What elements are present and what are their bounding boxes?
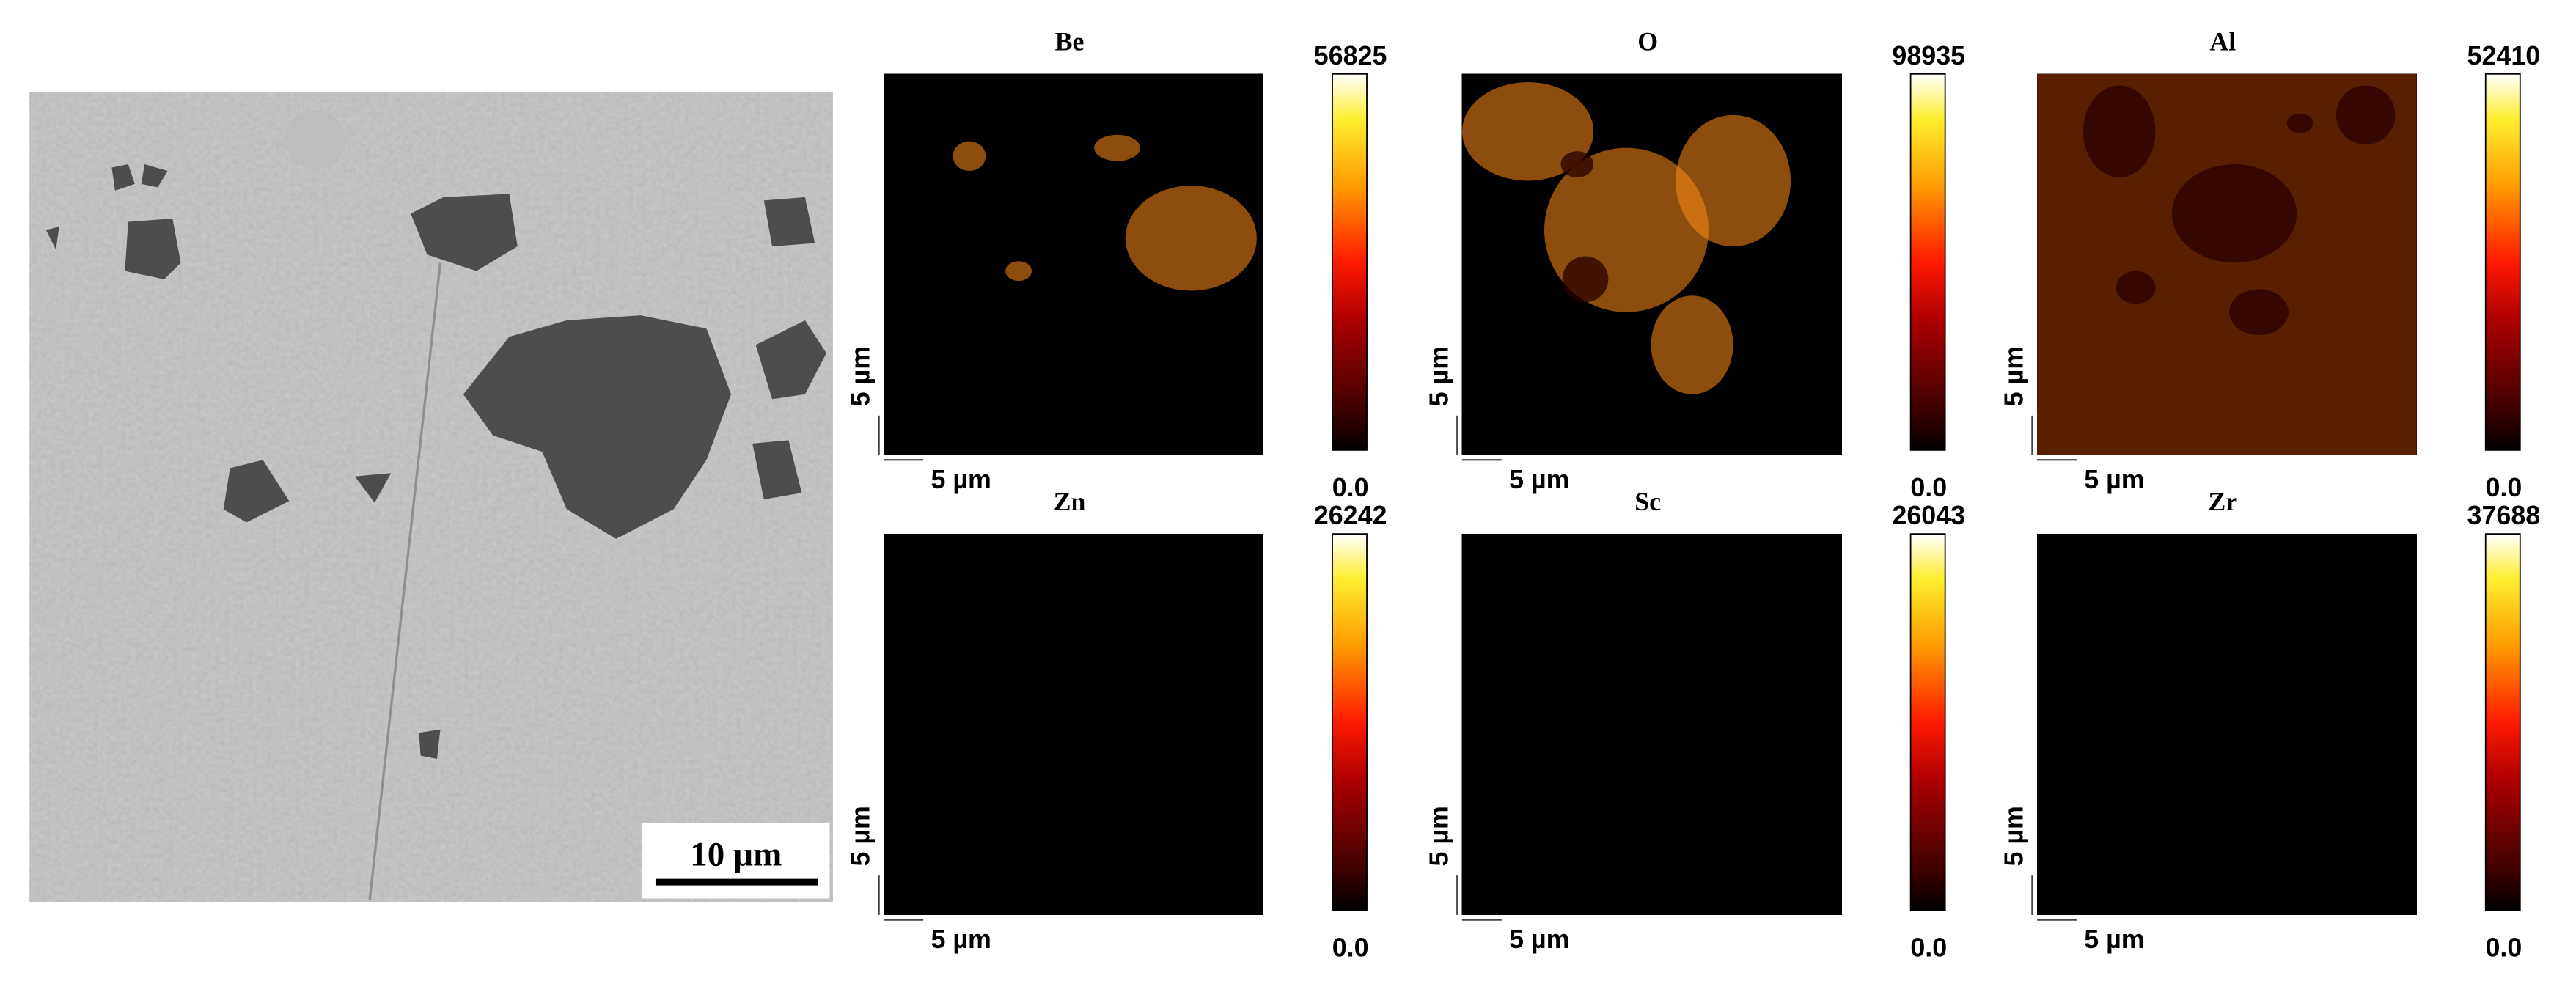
element-title: Al (2209, 27, 2236, 56)
map-hotspot (1676, 114, 1791, 247)
colorbar-min-label: 0.0 (1910, 473, 1947, 502)
map-image (2037, 534, 2417, 915)
colorbar-min-label: 0.0 (1332, 933, 1369, 962)
y-scale-label: 5 µm (1999, 346, 2028, 406)
map-hotspot (1125, 186, 1257, 291)
map-depletion (1562, 256, 1609, 303)
x-scale-label: 5 µm (2084, 465, 2144, 494)
colorbar-min-label: 0.0 (1332, 473, 1369, 502)
colorbar-min-label: 0.0 (2485, 933, 2522, 962)
element-title: Sc (1634, 487, 1661, 516)
colorbar-max-label: 52410 (2467, 41, 2541, 70)
map-hotspot (953, 141, 986, 171)
map-hotspot (1005, 261, 1032, 282)
element-map: Zn 5 µm 5 µm 26242 0.0 (846, 487, 1387, 962)
sem-image: 10 µm (29, 92, 833, 902)
element-title: O (1637, 27, 1658, 56)
map-image (1461, 534, 1842, 915)
colorbar (1909, 533, 1946, 911)
x-scale-label: 5 µm (931, 465, 991, 494)
element-map: Zr 5 µm 5 µm 37688 0.0 (1999, 487, 2540, 962)
sem-particles (45, 164, 826, 760)
map-depletion (2171, 164, 2297, 263)
sem-pit (285, 110, 345, 169)
colorbar-max-label: 26043 (1892, 501, 1965, 530)
map-image (884, 534, 1263, 915)
element-map: Be 5 µm 5 µm 56825 0.0 (846, 27, 1387, 502)
y-scale-label: 5 µm (846, 806, 876, 866)
y-scale-label: 5 µm (1424, 346, 1453, 406)
colorbar-max-label: 37688 (2467, 501, 2541, 530)
element-map: Sc 5 µm 5 µm 26043 0.0 (1424, 487, 1965, 962)
colorbar (1332, 533, 1368, 911)
colorbar-min-label: 0.0 (1910, 933, 1947, 962)
x-scale-label: 5 µm (2084, 925, 2144, 954)
element-map: O 5 µm 5 µm 98935 0.0 (1424, 27, 1965, 502)
colorbar-min-label: 0.0 (2485, 473, 2522, 502)
x-scale-label: 5 µm (1509, 465, 1569, 494)
scale-bar-label: 10 µm (690, 835, 782, 873)
element-map: Al 5 µm 5 µm 52410 0.0 (1999, 27, 2540, 502)
y-scale-label: 5 µm (1424, 806, 1453, 866)
colorbar (2484, 533, 2521, 911)
element-title: Be (1055, 27, 1085, 56)
map-hotspot (1094, 134, 1140, 161)
colorbar (2484, 73, 2521, 451)
colorbar-max-label: 26242 (1314, 501, 1387, 530)
map-depletion (2229, 289, 2289, 336)
colorbar-max-label: 98935 (1892, 41, 1965, 70)
element-title: Zn (1054, 487, 1086, 516)
colorbar (1332, 73, 1368, 451)
map-depletion (2083, 85, 2156, 177)
y-scale-label: 5 µm (1999, 806, 2028, 866)
sem-scratch (368, 262, 442, 900)
colorbar-max-label: 56825 (1314, 41, 1387, 70)
y-scale-label: 5 µm (846, 346, 876, 406)
map-hotspot (1651, 295, 1733, 394)
element-title: Zr (2208, 487, 2237, 516)
element-maps: Be 5 µm 5 µm 56825 0.0 O 5 µm 5 µm 98935 0.0 Al 5 µ… (846, 27, 2540, 963)
map-depletion (1560, 151, 1594, 177)
scale-bar-box (642, 823, 830, 899)
map-depletion (2116, 271, 2156, 304)
map-depletion (2286, 113, 2313, 133)
x-scale-label: 5 µm (931, 925, 991, 954)
map-hotspot (1461, 82, 1594, 181)
x-scale-label: 5 µm (1509, 925, 1569, 954)
map-depletion (2335, 85, 2396, 145)
colorbar (1909, 73, 1946, 451)
